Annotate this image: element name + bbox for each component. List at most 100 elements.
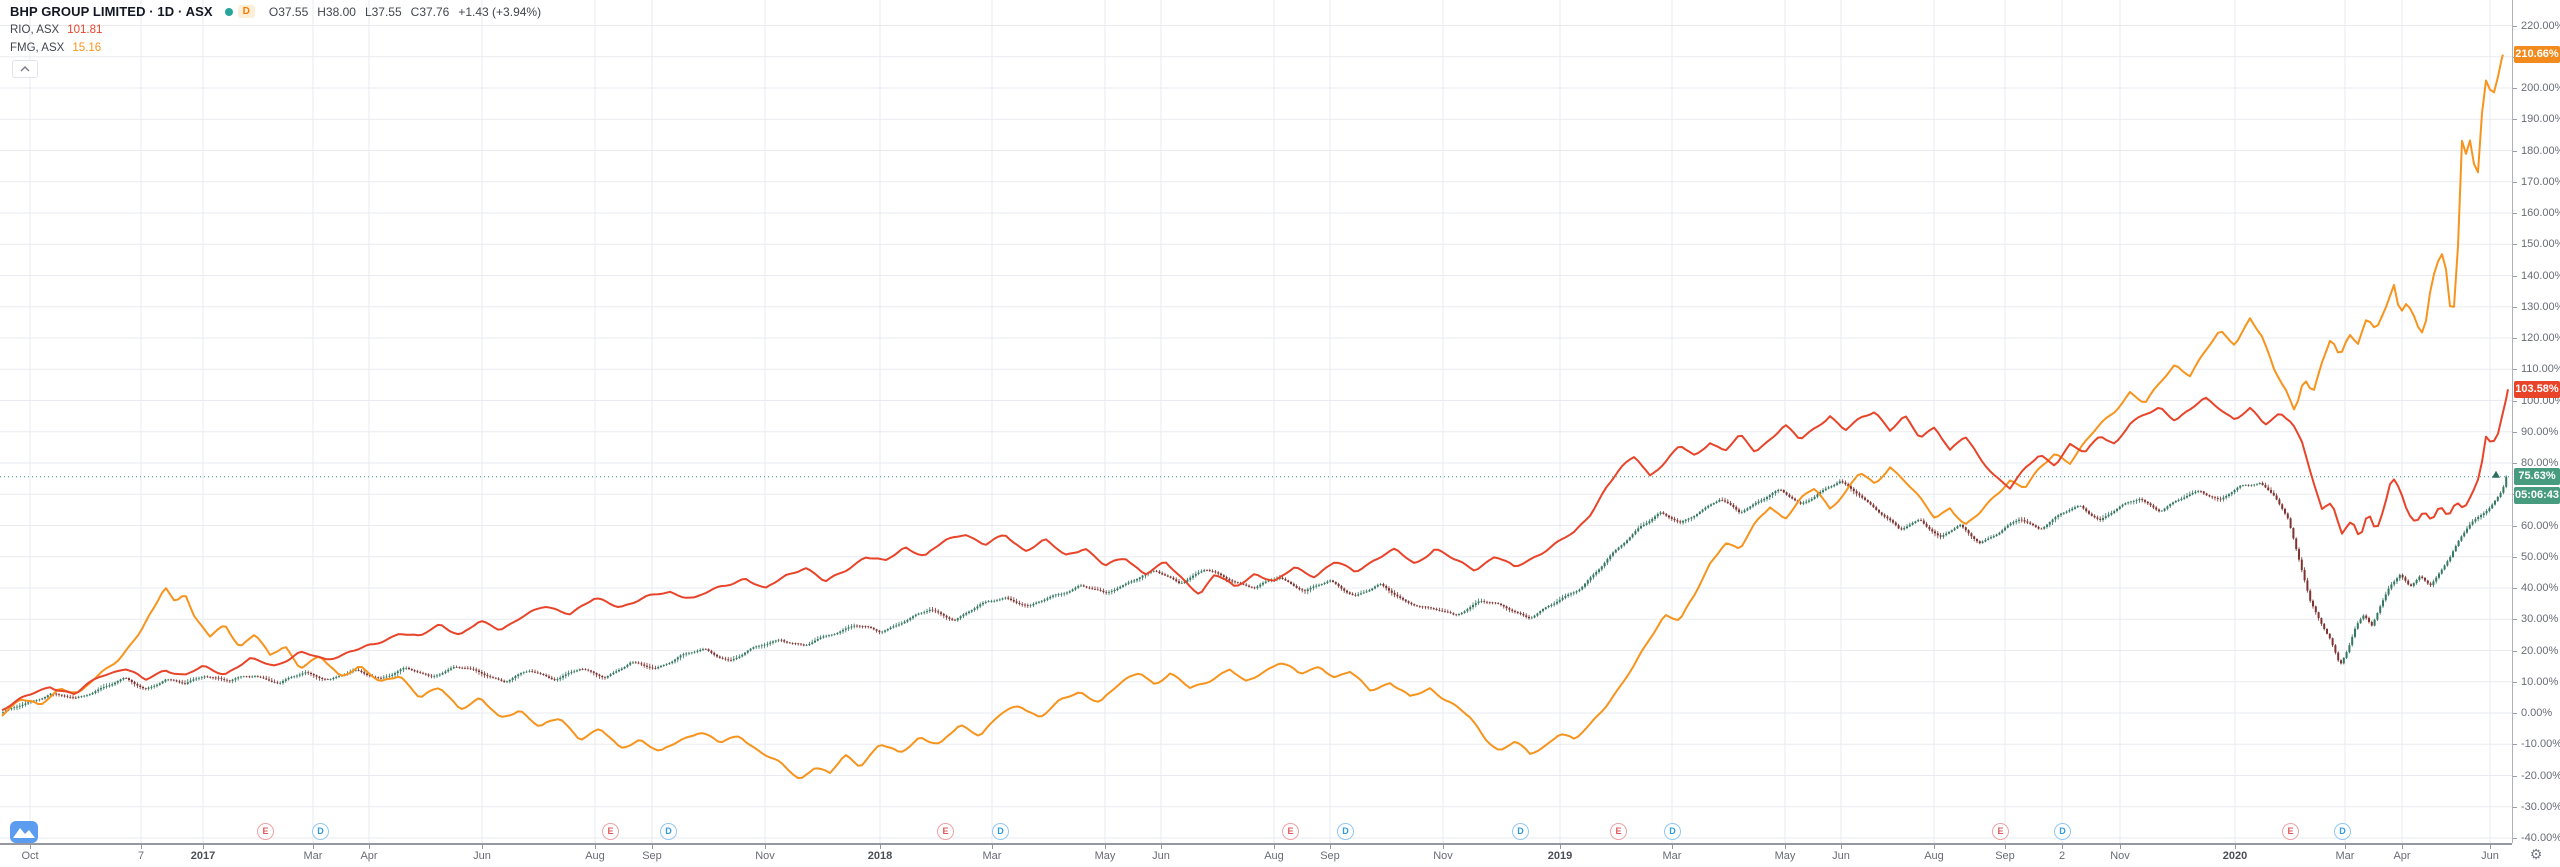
price-tick-mark [2513, 307, 2517, 308]
high-value: H38.00 [317, 4, 356, 19]
price-tick-label: -30.00% [2521, 801, 2560, 813]
time-tick-mark [1443, 845, 1444, 849]
time-tick-mark [1841, 845, 1842, 849]
time-tick-mark [2235, 845, 2236, 849]
chevron-up-icon [20, 66, 30, 72]
dividend-marker[interactable]: D [1337, 823, 1354, 840]
price-axis[interactable]: 220.00%210.00%200.00%190.00%180.00%170.0… [2512, 0, 2560, 844]
earnings-marker[interactable]: E [1282, 823, 1299, 840]
time-label: 2020 [2222, 850, 2248, 862]
dividend-marker[interactable]: D [1512, 823, 1529, 840]
time-label: Jun [1832, 850, 1850, 862]
countdown-badge: 05:06:43 [2514, 487, 2560, 504]
time-tick-mark [369, 845, 370, 849]
earnings-marker[interactable]: E [1610, 823, 1627, 840]
time-tick-mark [992, 845, 993, 849]
rio-line[interactable] [1, 389, 2509, 712]
price-tick-label: 160.00% [2521, 207, 2560, 219]
time-label: Aug [1924, 850, 1944, 862]
dividend-marker[interactable]: D [2054, 823, 2071, 840]
earnings-marker[interactable]: E [1992, 823, 2009, 840]
price-tick-mark [2513, 244, 2517, 245]
price-tick-label: 20.00% [2521, 645, 2559, 657]
price-tick-mark [2513, 744, 2517, 745]
time-label: Apr [360, 850, 378, 862]
time-label: Sep [1995, 850, 2015, 862]
symbol-title[interactable]: BHP GROUP LIMITED · 1D · ASX [10, 4, 213, 19]
price-tick-mark [2513, 807, 2517, 808]
price-tick-label: 220.00% [2521, 20, 2560, 32]
time-label: Sep [1320, 850, 1340, 862]
compare-symbol-rio[interactable]: RIO, ASX [10, 23, 60, 36]
price-tick-mark [2513, 838, 2517, 839]
legend-collapse-button[interactable] [12, 60, 38, 78]
time-label: 7 [137, 850, 145, 862]
dividend-marker[interactable]: D [660, 823, 677, 840]
close-value: C37.76 [410, 4, 450, 19]
time-label: Apr [2393, 850, 2411, 862]
price-tick-mark [2513, 88, 2517, 89]
price-tick-label: 0.00% [2521, 707, 2553, 719]
time-label: Mar [982, 850, 1002, 862]
axis-settings-button[interactable]: ⚙ [2512, 843, 2560, 867]
price-tick-mark [2513, 276, 2517, 277]
time-axis[interactable]: Oct 7 2017 Mar Apr Jun Aug Sep Nov 2018 Mar May Jun A… [0, 843, 2560, 867]
price-tick-mark [2513, 619, 2517, 620]
time-tick-mark [482, 845, 483, 849]
time-tick-mark [141, 845, 142, 849]
dividend-marker[interactable]: D [2334, 823, 2351, 840]
chart-pane-button[interactable] [10, 821, 38, 843]
earnings-marker[interactable]: E [937, 823, 954, 840]
price-tick-mark [2513, 369, 2517, 370]
price-tick-label: 130.00% [2521, 301, 2560, 313]
dividend-marker[interactable]: D [1664, 823, 1681, 840]
price-tick-mark [2513, 119, 2517, 120]
price-tick-label: 180.00% [2521, 145, 2560, 157]
earnings-marker[interactable]: E [2282, 823, 2299, 840]
earnings-marker[interactable]: E [257, 823, 274, 840]
time-label: Nov [2110, 850, 2130, 862]
data-mode-badge[interactable]: D [237, 5, 255, 18]
price-tick-mark [2513, 213, 2517, 214]
time-label: 2018 [867, 850, 893, 862]
time-tick-mark [880, 845, 881, 849]
price-tick-label: 90.00% [2521, 426, 2559, 438]
compare-row-rio: RIO, ASX 101.81 [10, 21, 541, 38]
time-label: Aug [585, 850, 605, 862]
time-label: Oct [21, 850, 39, 862]
price-tick-label: 10.00% [2521, 676, 2559, 688]
price-tick-mark [2513, 588, 2517, 589]
time-tick-mark [2490, 845, 2491, 849]
price-tick-mark [2513, 401, 2517, 402]
price-tick-label: 190.00% [2521, 113, 2560, 125]
price-tick-label: 200.00% [2521, 82, 2560, 94]
dividend-marker[interactable]: D [312, 823, 329, 840]
time-tick-mark [203, 845, 204, 849]
compare-value-rio: 101.81 [67, 23, 103, 36]
earnings-marker[interactable]: E [602, 823, 619, 840]
time-label: Jun [2481, 850, 2499, 862]
time-label: May [1094, 850, 1116, 862]
time-label: Jun [1152, 850, 1170, 862]
time-label: Nov [755, 850, 775, 862]
price-tick-mark [2513, 557, 2517, 558]
time-tick-mark [1560, 845, 1561, 849]
compare-symbol-fmg[interactable]: FMG, ASX [10, 41, 65, 54]
price-badge: 75.63% [2514, 468, 2560, 485]
time-tick-mark [765, 845, 766, 849]
price-tick-mark [2513, 713, 2517, 714]
time-label: Mar [2335, 850, 2355, 862]
compare-row-fmg: FMG, ASX 15.16 [10, 39, 541, 56]
time-tick-mark [652, 845, 653, 849]
time-tick-mark [2345, 845, 2346, 849]
dividend-marker[interactable]: D [992, 823, 1009, 840]
time-label: 2 [2058, 850, 2066, 862]
open-value: O37.55 [268, 4, 309, 19]
fmg-line[interactable] [1, 54, 2504, 779]
price-tick-label: 50.00% [2521, 551, 2559, 563]
grid [0, 0, 2512, 843]
time-tick-mark [595, 845, 596, 849]
time-label: Aug [1264, 850, 1284, 862]
time-tick-mark [313, 845, 314, 849]
